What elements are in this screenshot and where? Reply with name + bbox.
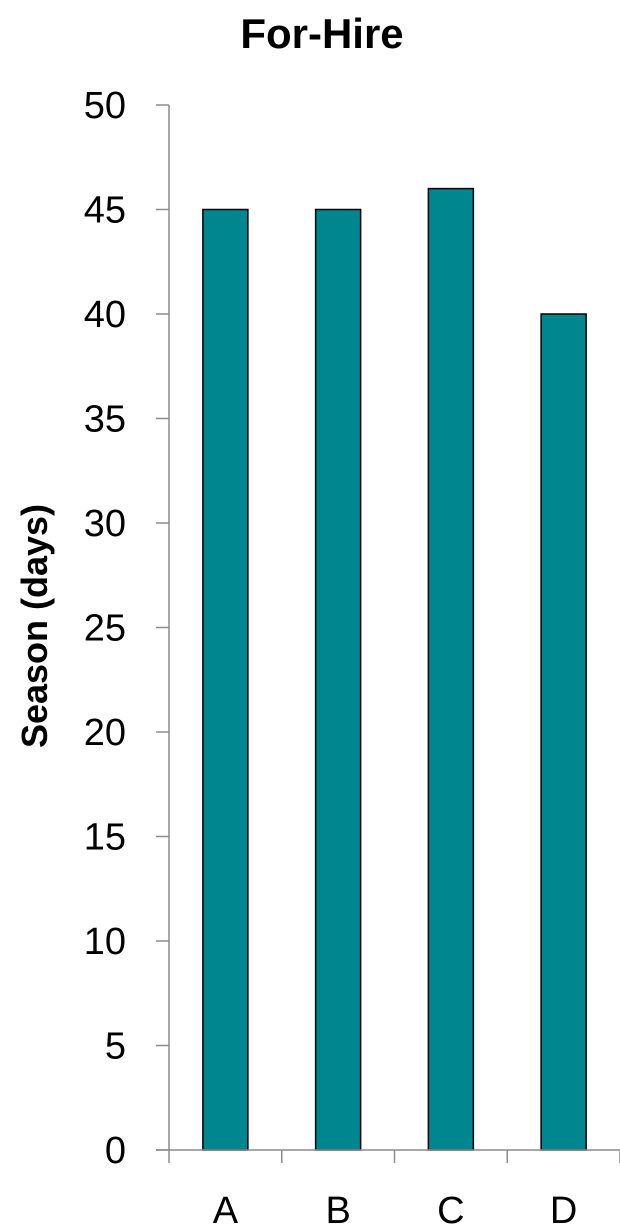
x-tick-label: D	[550, 1190, 577, 1230]
x-tick-label: A	[213, 1190, 239, 1230]
y-tick-label: 45	[84, 190, 126, 232]
bar-A	[202, 208, 249, 1151]
y-axis-label: Season (days)	[14, 504, 55, 748]
y-axis-ticks: 0 5 10 15 20 25 30 35 40 45 50	[84, 85, 169, 1172]
y-tick-label: 5	[105, 1026, 126, 1068]
y-tick-label: 40	[84, 294, 126, 336]
y-tick-label: 10	[84, 921, 126, 963]
bars	[202, 187, 587, 1151]
y-tick-label: 50	[84, 85, 126, 127]
chart-title: For-Hire	[240, 10, 403, 57]
x-tick-label: B	[325, 1190, 350, 1230]
x-tick-label: C	[437, 1190, 464, 1230]
bar-D	[540, 313, 587, 1151]
y-tick-label: 30	[84, 503, 126, 545]
y-tick-label: 25	[84, 608, 126, 650]
y-tick-label: 15	[84, 817, 126, 859]
bar-C	[427, 187, 475, 1151]
x-axis-ticks: A B C D	[168, 1150, 620, 1230]
y-tick-label: 0	[105, 1130, 126, 1172]
y-tick-label: 35	[84, 399, 126, 441]
y-tick-label: 20	[84, 712, 126, 754]
bar-B	[314, 208, 362, 1151]
